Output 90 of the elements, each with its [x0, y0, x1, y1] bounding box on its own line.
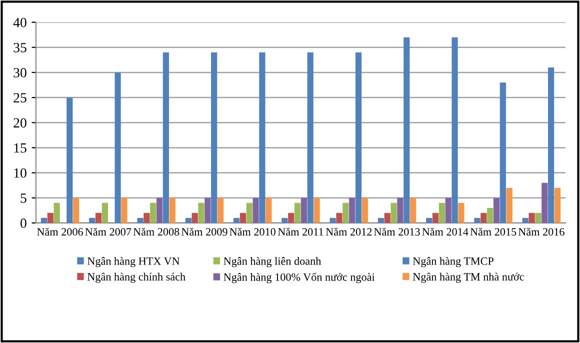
y-tick-label: 30	[14, 68, 26, 78]
legend-label: Ngân hàng chính sách	[87, 272, 186, 283]
x-tick-label: Năm 2008	[133, 228, 180, 236]
bar	[480, 212, 487, 223]
bar	[390, 202, 397, 223]
bar	[233, 218, 240, 223]
bar	[211, 52, 218, 223]
bar	[73, 198, 80, 223]
y-tick-label: 15	[14, 143, 26, 153]
legend-label: Ngân hàng liên doanh	[224, 257, 322, 268]
legend-label: Ngân hàng TM nhà nước	[412, 272, 524, 283]
bar	[548, 67, 554, 223]
bar	[554, 188, 561, 223]
x-tick-label: Năm 2010	[230, 228, 276, 236]
x-tick-label: Năm 2012	[326, 228, 372, 236]
bar	[506, 188, 512, 223]
bar	[307, 52, 314, 223]
legend-label: Ngân hàng 100% Vốn nước ngoài	[224, 272, 375, 284]
bar	[89, 218, 96, 223]
bar	[240, 212, 246, 223]
bar	[404, 37, 410, 223]
y-tick-label: 25	[14, 93, 26, 102]
x-tick-label: Năm 2006	[37, 228, 83, 236]
bar	[458, 202, 464, 223]
bar	[432, 212, 439, 223]
y-tick-label: 10	[14, 168, 26, 178]
bar	[522, 218, 528, 223]
bar	[144, 212, 150, 223]
bar	[378, 218, 384, 223]
bar	[542, 182, 548, 223]
bar	[185, 218, 192, 223]
bar	[66, 98, 73, 223]
bar	[102, 202, 108, 223]
bar	[114, 72, 121, 223]
bar	[426, 218, 432, 223]
bar	[342, 202, 349, 223]
bar	[362, 198, 368, 223]
bar	[259, 52, 266, 223]
y-tick-label: 0	[20, 218, 26, 228]
bar	[493, 198, 500, 223]
y-tick-label: 5	[20, 194, 26, 203]
bar	[487, 208, 494, 223]
bar	[162, 52, 169, 223]
bar	[150, 202, 156, 223]
bar	[445, 198, 452, 223]
x-tick-label: Năm 2015	[470, 228, 516, 236]
bar	[452, 37, 458, 223]
bar	[204, 198, 211, 223]
bar	[288, 212, 294, 223]
bar	[535, 212, 542, 223]
x-tick-label: Năm 2016	[518, 228, 564, 236]
bar	[474, 218, 480, 223]
x-tick-label: Năm 2007	[85, 228, 132, 236]
bar	[54, 202, 60, 223]
x-tick-label: Năm 2013	[374, 228, 420, 236]
legend-label: Ngân hàng TMCP	[412, 257, 494, 268]
bar	[137, 218, 144, 223]
bar	[95, 212, 102, 223]
bar	[314, 198, 320, 223]
bar	[500, 82, 506, 223]
bar	[252, 198, 259, 223]
legend-label: Ngân hàng HTX VN	[87, 257, 180, 268]
bar	[192, 212, 198, 223]
y-tick-label: 20	[14, 118, 26, 128]
bar	[282, 218, 288, 223]
bar	[300, 198, 307, 223]
bar	[528, 212, 535, 223]
bar	[410, 198, 416, 223]
bar	[156, 198, 163, 223]
bar	[198, 202, 204, 223]
bar	[217, 198, 224, 223]
y-tick-label: 40	[13, 18, 26, 28]
y-tick-label: 35	[14, 43, 26, 52]
bar	[169, 198, 176, 223]
bar	[397, 198, 404, 223]
bar	[121, 198, 128, 223]
bar	[47, 212, 54, 223]
bar	[294, 202, 301, 223]
bar	[438, 202, 445, 223]
bar	[355, 52, 362, 223]
bar	[40, 218, 48, 223]
bar	[349, 198, 356, 223]
bar	[246, 202, 252, 223]
bar	[384, 212, 390, 223]
x-tick-label: Năm 2009	[181, 228, 228, 236]
bar	[266, 198, 272, 223]
bar	[330, 218, 336, 223]
bar	[336, 212, 342, 223]
x-tick-label: Năm 2011	[278, 228, 324, 236]
x-tick-label: Năm 2014	[422, 228, 468, 236]
